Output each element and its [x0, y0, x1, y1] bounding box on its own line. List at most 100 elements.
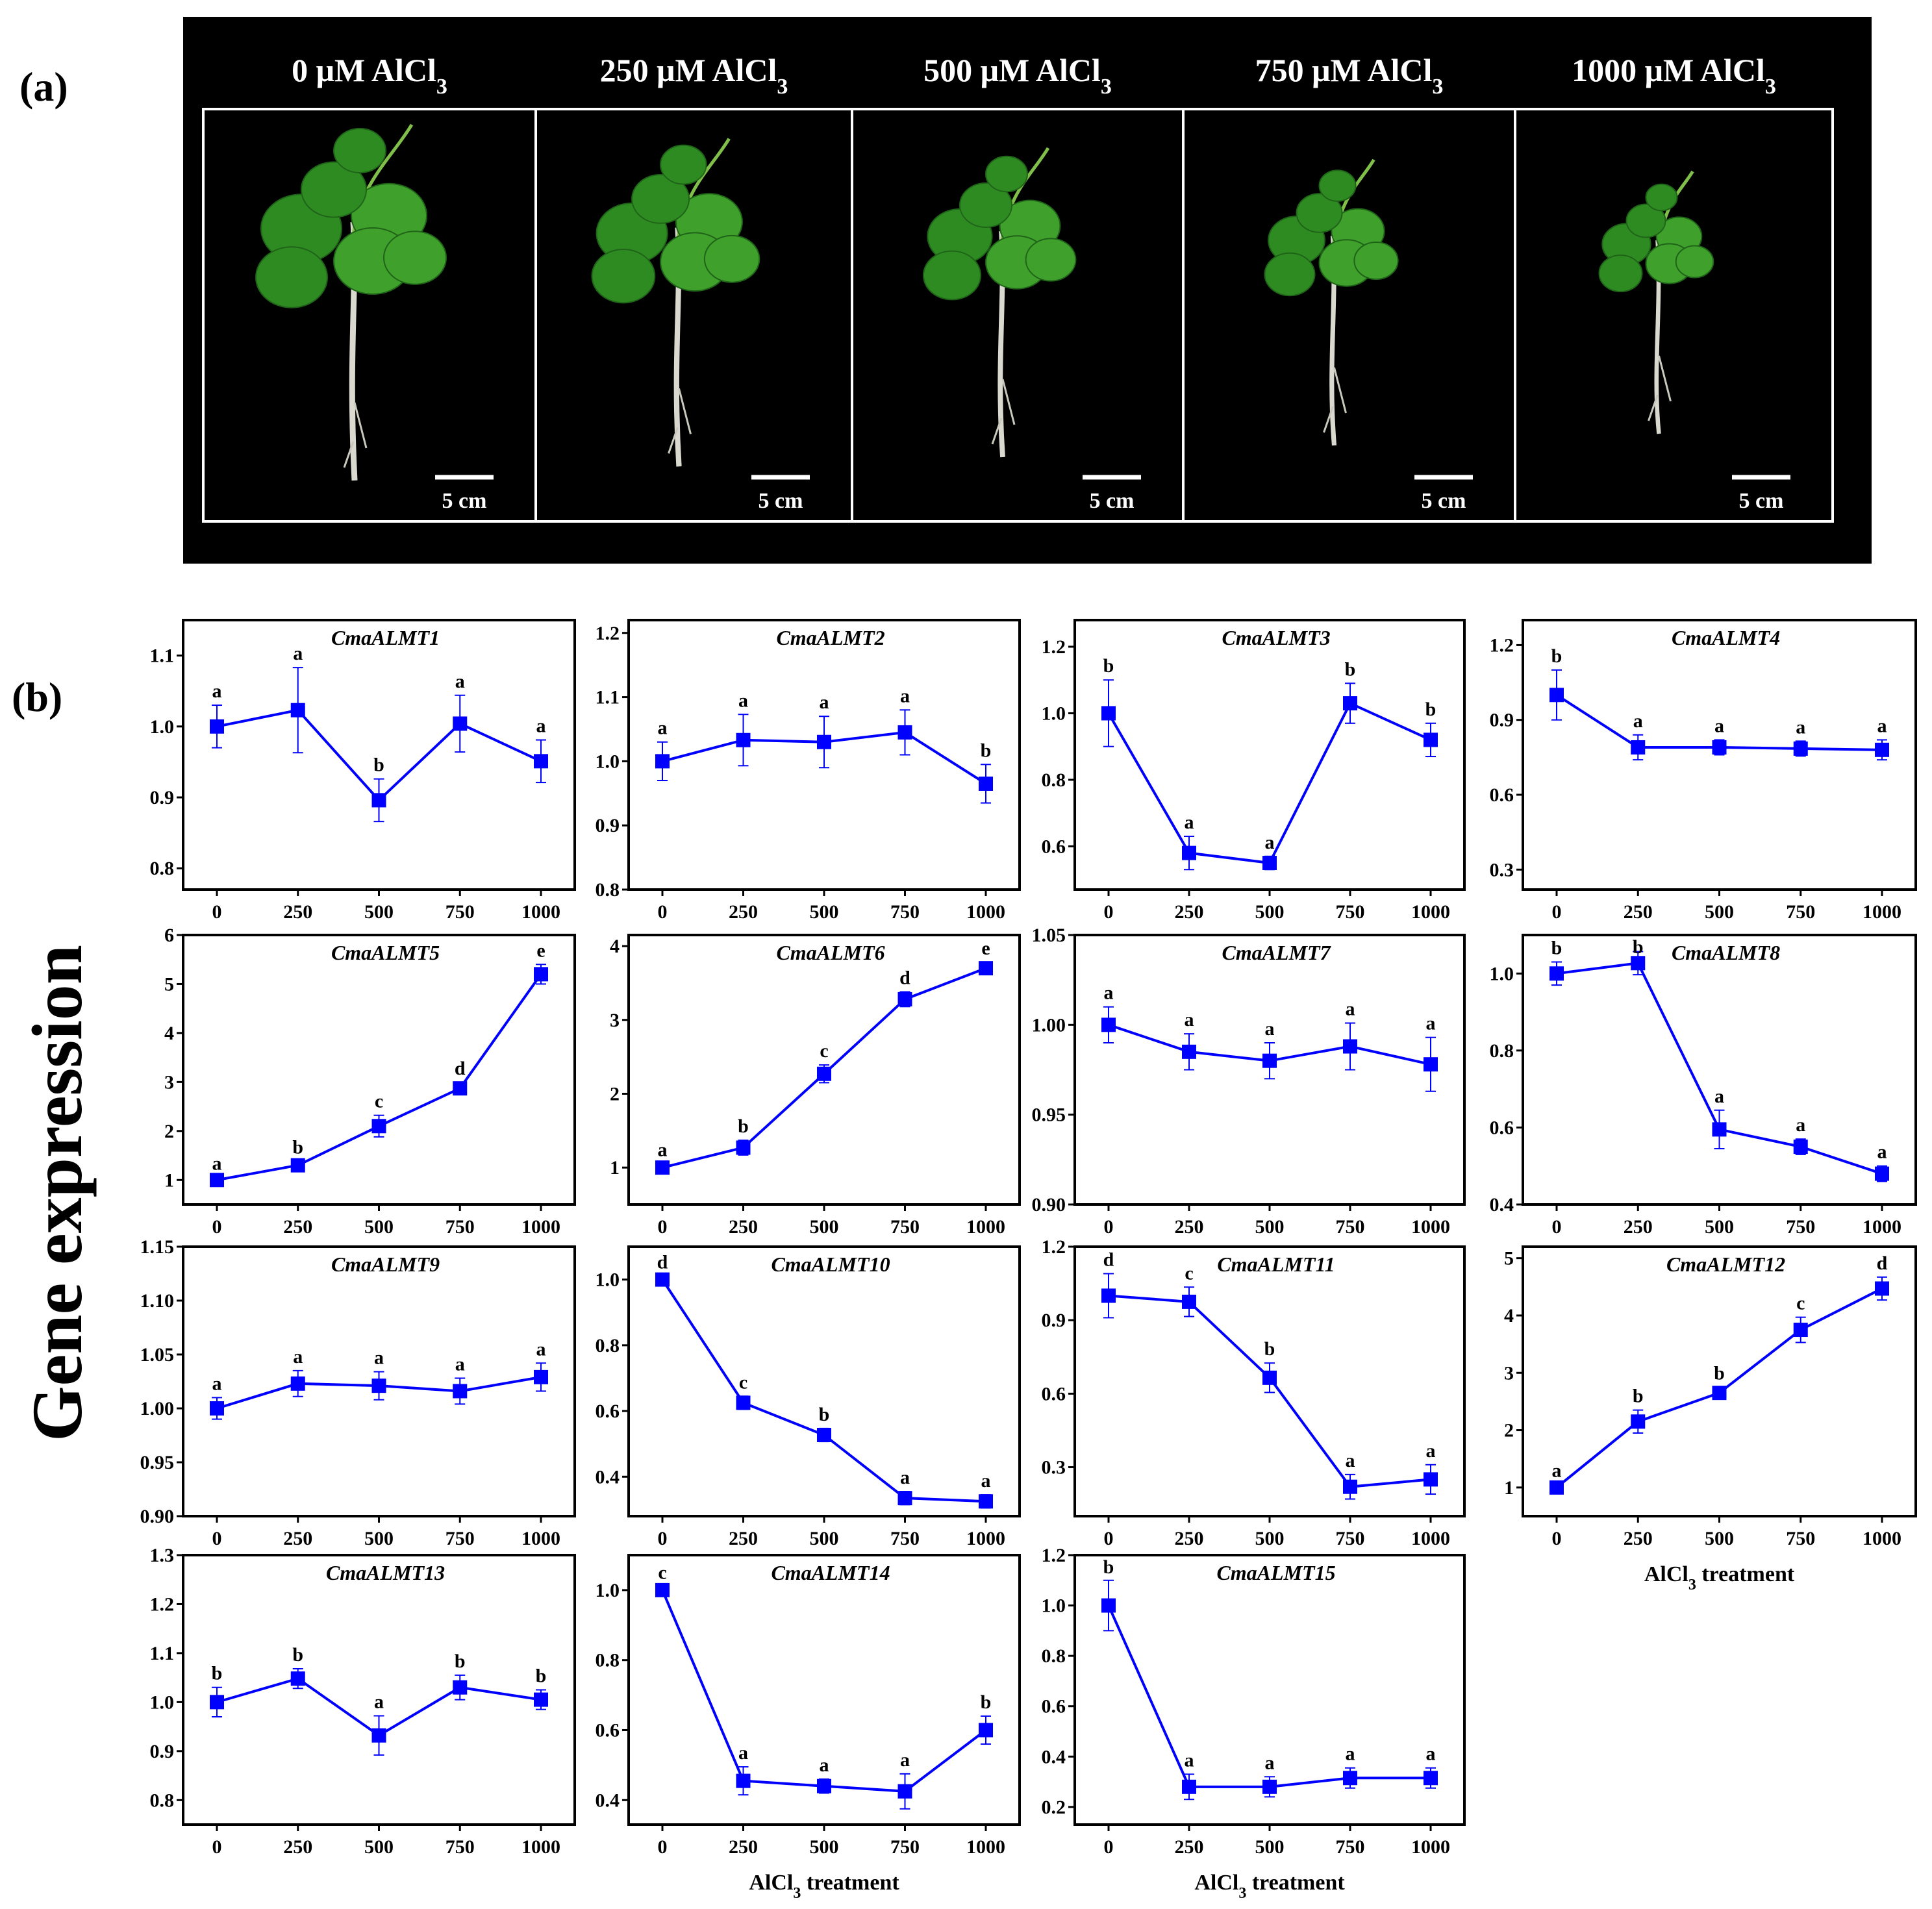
chart-title: CmaALMT12 [1666, 1253, 1785, 1276]
significance-letter: a [1346, 1743, 1355, 1765]
x-tick-label: 0 [1552, 901, 1562, 923]
data-point [1182, 1294, 1196, 1309]
data-point [736, 1773, 751, 1788]
data-point [736, 1140, 751, 1155]
plant-leaf [923, 250, 981, 301]
chart-title: CmaALMT3 [1222, 626, 1330, 649]
significance-letter: a [1185, 812, 1194, 833]
y-tick-label: 0.90 [140, 1506, 175, 1527]
significance-letter: b [1551, 645, 1562, 667]
x-tick-label: 1000 [1411, 901, 1450, 923]
data-point [453, 1081, 468, 1096]
y-tick-label: 3 [610, 1010, 620, 1031]
y-tick-label: 0.6 [1490, 1117, 1514, 1138]
significance-letter: c [1796, 1293, 1805, 1314]
data-point [897, 1491, 912, 1506]
data-point [371, 793, 386, 808]
plant-leaf [985, 155, 1028, 193]
y-tick-label: 1.1 [150, 645, 175, 667]
significance-letter: d [1877, 1253, 1888, 1274]
significance-letter: a [293, 1346, 303, 1367]
plant-leaf [591, 249, 656, 304]
plant-image [255, 123, 447, 481]
chart-CmaALMT9: 0.90 0.95 1.00 1.05 1.10 1.15 0 250 500 750 1000 Cm… [140, 1236, 576, 1549]
y-tick-label: 0.6 [596, 1719, 620, 1741]
plant-root-hairs [991, 379, 1016, 445]
data-point [1262, 1370, 1277, 1385]
x-tick-label: 500 [810, 901, 839, 923]
plant-leaf [383, 231, 447, 285]
significance-letter: b [981, 740, 992, 761]
plant-image [923, 147, 1077, 458]
data-point [979, 1494, 993, 1509]
x-tick-label: 1000 [1863, 1528, 1901, 1549]
data-point [736, 732, 751, 747]
panel-b-label: (b) [12, 674, 62, 720]
significance-letter: a [900, 1467, 910, 1488]
chart-CmaALMT6: 1 2 3 4 0 250 500 750 1000 CmaALMT6 a b c d e [610, 934, 1021, 1238]
x-axis-title: AlCl3 treatment [749, 1871, 899, 1902]
chart-frame [1073, 619, 1466, 891]
y-tick-label: 3 [1504, 1362, 1514, 1384]
x-tick-label: 250 [1175, 1836, 1204, 1858]
significance-letter: a [738, 690, 748, 711]
significance-letter: b [1633, 936, 1644, 958]
significance-letter: a [455, 1354, 465, 1375]
plant-leaf [333, 128, 386, 173]
x-tick-label: 250 [729, 1216, 758, 1238]
x-tick-label: 250 [283, 1216, 312, 1238]
y-tick-label: 0.2 [1042, 1797, 1066, 1818]
y-tick-label: 1.10 [140, 1290, 175, 1312]
chart-CmaALMT11: 0.3 0.6 0.9 1.2 0 250 500 750 1000 CmaALMT11 d c b a a [1042, 1236, 1466, 1549]
data-point [1875, 742, 1889, 757]
data-point [453, 1680, 468, 1695]
y-tick-label: 0.8 [1490, 1040, 1514, 1062]
y-tick-label: 1.0 [1042, 1595, 1066, 1617]
significance-letter: b [292, 1137, 303, 1158]
data-point [979, 961, 993, 976]
x-tick-label: 0 [212, 1216, 222, 1238]
significance-letter: e [536, 940, 545, 961]
significance-letter: a [212, 680, 222, 702]
data-point [1712, 1386, 1727, 1401]
data-point [1262, 856, 1277, 871]
y-tick-label: 0.4 [596, 1466, 620, 1488]
x-tick-label: 750 [445, 1836, 475, 1858]
x-tick-label: 500 [810, 1836, 839, 1858]
y-tick-label: 1.0 [1490, 963, 1514, 984]
y-tick-label: 4 [164, 1023, 174, 1044]
x-tick-label: 250 [283, 1528, 312, 1549]
y-tick-label: 2 [1504, 1420, 1514, 1441]
significance-letter: b [1425, 699, 1436, 720]
x-tick-label: 1000 [966, 901, 1005, 923]
x-tick-label: 750 [445, 901, 475, 923]
chart-CmaALMT7: 0.90 0.95 1.00 1.05 0 250 500 750 1000 CmaALMT7 a a… [1032, 925, 1466, 1238]
data-point [655, 754, 670, 769]
plant-leaf [1025, 238, 1077, 282]
x-tick-label: 500 [364, 901, 394, 923]
significance-letter: c [658, 1562, 666, 1584]
significance-letter: c [375, 1091, 383, 1112]
significance-letter: a [212, 1153, 222, 1175]
significance-letter: b [738, 1116, 749, 1137]
x-tick-label: 750 [445, 1528, 475, 1549]
data-point [655, 1272, 670, 1287]
significance-letter: b [1264, 1338, 1275, 1360]
plant-leaf [1645, 183, 1678, 212]
x-tick-label: 0 [212, 1836, 222, 1858]
data-point [1262, 1779, 1277, 1794]
data-point [290, 703, 305, 717]
plant-root-hairs [668, 388, 692, 454]
y-tick-label: 4 [610, 936, 620, 957]
y-tick-label: 1.2 [1042, 1545, 1066, 1566]
y-tick-label: 0.6 [1042, 1383, 1066, 1404]
data-point [1424, 1771, 1438, 1786]
data-point [1343, 1479, 1357, 1494]
plant-leaf [703, 234, 760, 283]
chart-CmaALMT10: 0.4 0.6 0.8 1.0 0 250 500 750 1000 CmaALMT10 d c b a a [596, 1245, 1021, 1549]
data-point [979, 776, 993, 791]
scale-bar-label: 5 cm [442, 489, 487, 513]
x-tick-label: 0 [1104, 1216, 1114, 1238]
significance-letter: a [1714, 1086, 1724, 1107]
x-tick-label: 250 [1175, 901, 1204, 923]
